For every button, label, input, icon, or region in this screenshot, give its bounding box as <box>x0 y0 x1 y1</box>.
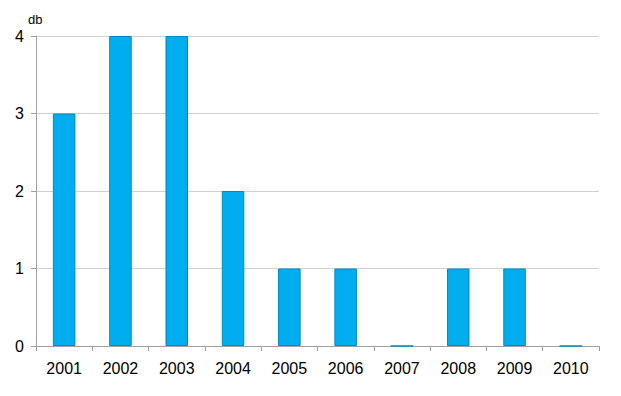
svg-text:2005: 2005 <box>272 360 308 377</box>
svg-text:2010: 2010 <box>553 360 589 377</box>
svg-text:2001: 2001 <box>46 360 82 377</box>
svg-text:0: 0 <box>15 338 24 355</box>
svg-text:3: 3 <box>15 105 24 122</box>
svg-text:2002: 2002 <box>103 360 139 377</box>
svg-text:2: 2 <box>15 183 24 200</box>
svg-text:2004: 2004 <box>215 360 251 377</box>
svg-text:2003: 2003 <box>159 360 195 377</box>
svg-text:2007: 2007 <box>384 360 420 377</box>
svg-text:2006: 2006 <box>328 360 364 377</box>
svg-text:2008: 2008 <box>440 360 476 377</box>
svg-text:db: db <box>28 12 42 27</box>
svg-text:4: 4 <box>15 28 24 45</box>
svg-text:2009: 2009 <box>497 360 533 377</box>
svg-text:1: 1 <box>15 260 24 277</box>
